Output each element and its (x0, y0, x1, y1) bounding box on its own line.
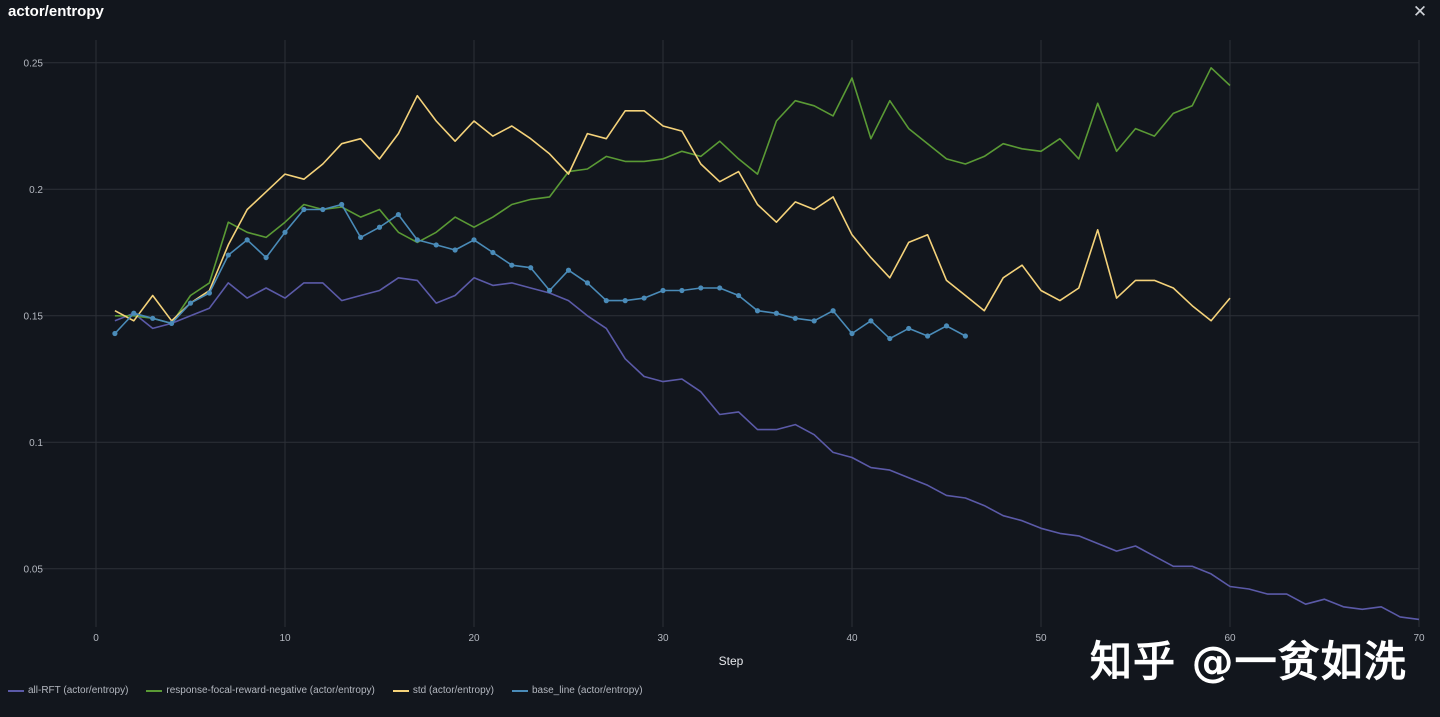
legend-swatch (8, 689, 24, 692)
legend-label: all-RFT (actor/entropy) (28, 685, 129, 696)
close-icon[interactable]: ✕ (1412, 2, 1428, 22)
y-tick-label: 0.2 (29, 185, 43, 196)
data-point (471, 237, 477, 243)
line-chart: 0 10 20 30 40 50 60 70 0.05 0.1 0.15 0.2 0.25 Step (24, 40, 1425, 668)
y-tick-label: 0.1 (29, 438, 43, 449)
watermark: 知乎 @一贫如洗 (1090, 637, 1407, 686)
data-point (849, 330, 855, 337)
x-tick-label: 70 (1413, 633, 1425, 644)
x-tick-label: 30 (657, 633, 669, 644)
data-point (169, 320, 175, 326)
data-point (962, 333, 969, 339)
data-point (943, 323, 950, 329)
series-line-2[interactable] (114, 94, 1231, 322)
y-tick-label: 0.15 (24, 311, 44, 322)
data-point (244, 237, 250, 243)
data-point (225, 252, 231, 258)
series-layer (112, 67, 1420, 621)
data-point (736, 292, 742, 299)
data-point (906, 325, 912, 332)
legend-swatch (392, 689, 409, 692)
data-point (868, 318, 874, 324)
data-point (263, 254, 269, 261)
data-point (206, 290, 212, 296)
data-point (584, 280, 591, 286)
data-point (754, 308, 761, 314)
data-point (433, 242, 439, 248)
series-line-3[interactable] (114, 203, 966, 340)
data-point (811, 318, 817, 324)
data-point (528, 265, 534, 271)
legend-item[interactable]: response-focal-reward-negative (actor/en… (146, 685, 375, 696)
data-point (414, 237, 420, 243)
data-point (150, 315, 156, 321)
data-point (282, 229, 288, 235)
legend-swatch (146, 689, 163, 692)
data-point (641, 295, 647, 301)
data-point (698, 285, 704, 291)
y-tick-label: 0.05 (24, 564, 44, 575)
x-axis-label: Step (719, 654, 744, 668)
data-point (452, 247, 458, 253)
data-point (565, 267, 572, 273)
data-point (339, 201, 345, 208)
data-point (358, 234, 364, 240)
data-point (622, 298, 628, 304)
data-point (717, 285, 723, 291)
data-point (131, 310, 137, 316)
data-point (490, 249, 496, 256)
chart-title: actor/entropy (8, 3, 104, 20)
x-tick-label: 20 (468, 633, 480, 644)
legend-label: std (actor/entropy) (412, 685, 494, 696)
y-tick-label: 0.25 (24, 58, 44, 69)
x-tick-label: 50 (1035, 633, 1047, 644)
legend-item[interactable]: std (actor/entropy) (392, 685, 494, 696)
data-point (679, 287, 685, 294)
legend-item[interactable]: all-RFT (actor/entropy) (8, 685, 128, 696)
data-point (320, 206, 326, 213)
x-tick-label: 10 (279, 633, 291, 644)
x-tick-label: 0 (93, 633, 99, 644)
data-point (887, 335, 893, 342)
data-point (187, 300, 194, 306)
data-point (792, 315, 798, 321)
data-point (376, 224, 383, 230)
grid-lines (40, 40, 1420, 627)
legend: all-RFT (actor/entropy) response-focal-re… (8, 685, 643, 696)
data-point (660, 287, 666, 294)
legend-label: response-focal-reward-negative (actor/en… (166, 685, 375, 696)
data-point (301, 206, 307, 213)
series-line-1[interactable] (114, 67, 1231, 325)
data-point (925, 333, 931, 339)
data-point (603, 298, 609, 304)
legend-item[interactable]: base_line (actor/entropy) (512, 685, 643, 696)
axis-ticks: 0 10 20 30 40 50 60 70 0.05 0.1 0.15 0.2 0.25 (24, 58, 1425, 644)
data-point (830, 308, 836, 314)
x-tick-label: 40 (846, 633, 858, 644)
series-line-0[interactable] (114, 276, 1420, 621)
data-point (509, 262, 515, 268)
data-point (547, 287, 553, 294)
legend-label: base_line (actor/entropy) (532, 685, 643, 696)
data-point (395, 211, 401, 218)
data-point (112, 330, 118, 337)
legend-swatch (512, 689, 528, 692)
x-tick-label: 60 (1224, 633, 1236, 644)
data-point (773, 310, 780, 316)
